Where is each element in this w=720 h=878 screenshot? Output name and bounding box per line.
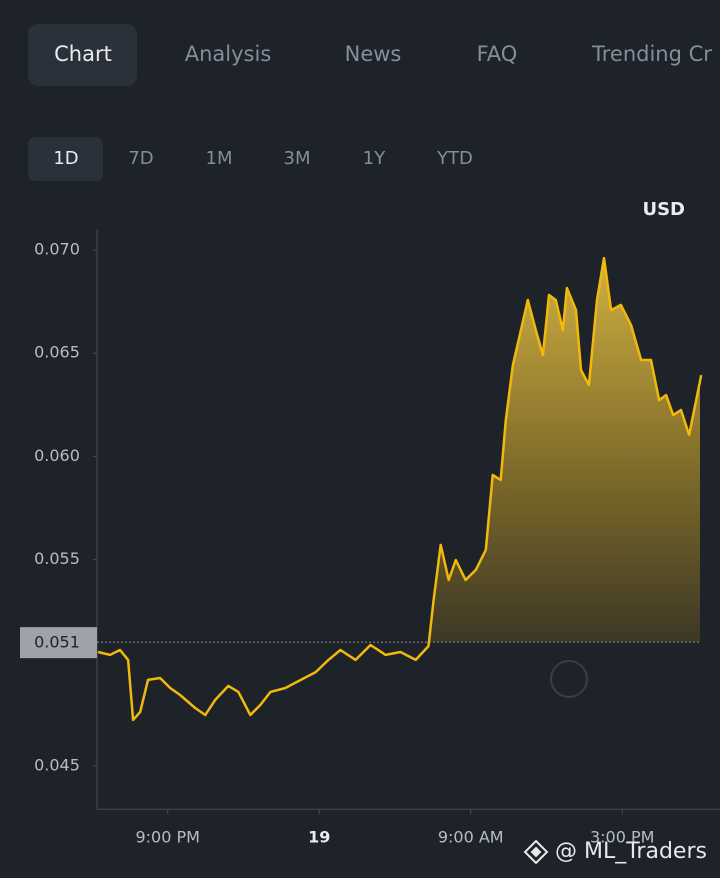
range-button[interactable]: 7D (128, 148, 153, 169)
range-button[interactable]: 3M (284, 148, 311, 169)
watermark-icon (523, 839, 549, 865)
reference-label-bg (20, 627, 97, 659)
currency-label: USD (642, 199, 685, 220)
chart: USD 0.045 0.055 0.060 0.065 0.070 9:00 PM 19 9:0… (20, 199, 720, 847)
tab[interactable]: News (345, 42, 402, 66)
range-button[interactable]: 1M (206, 148, 233, 169)
tab[interactable]: Analysis (185, 42, 272, 66)
x-tick-label: 3:00 PM (590, 828, 654, 847)
area-fill (98, 258, 700, 643)
y-tick-label: 0.045 (34, 755, 80, 774)
x-tick-label: 9:00 PM (135, 828, 199, 847)
y-tick-label: 0.070 (34, 240, 80, 259)
reference-label: 0.051 (34, 633, 80, 652)
range-selected-bg (28, 137, 103, 181)
price-line (97, 256, 703, 722)
range-button[interactable]: YTD (436, 148, 473, 169)
tab-selected-bg (28, 24, 137, 86)
x-tick-label: 19 (308, 828, 330, 847)
logo-watermark (550, 660, 588, 698)
tab[interactable]: FAQ (477, 42, 518, 66)
tab[interactable]: Trending Cr (591, 42, 712, 66)
tab[interactable]: Chart (54, 42, 112, 66)
y-tick-label: 0.060 (34, 446, 80, 465)
y-tick-label: 0.055 (34, 549, 80, 568)
y-tick-label: 0.065 (34, 343, 80, 362)
x-tick-label: 9:00 AM (438, 828, 504, 847)
range-button[interactable]: 1Y (363, 148, 386, 169)
watermark: @ ML_Traders (555, 839, 707, 864)
range-button[interactable]: 1D (53, 148, 78, 169)
